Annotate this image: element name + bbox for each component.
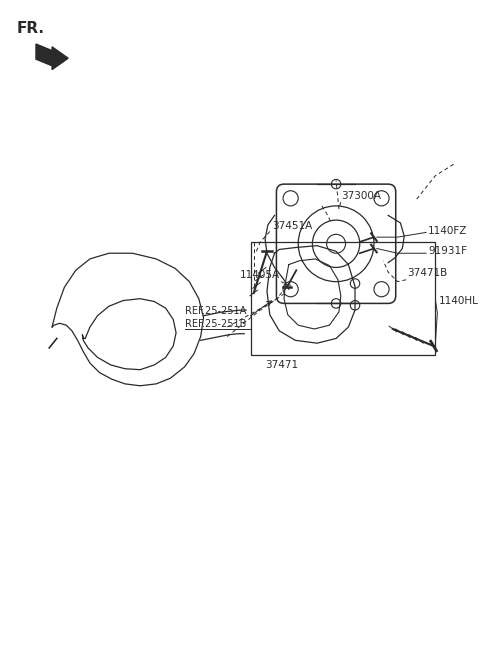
Text: REF.25-251B: REF.25-251B [185,319,246,329]
Text: 11405A: 11405A [240,270,280,280]
Text: 37471B: 37471B [407,268,447,278]
Bar [251,242,435,355]
Text: 37300A: 37300A [341,191,381,201]
Text: 37471: 37471 [265,360,298,370]
Text: REF.25-251A: REF.25-251A [185,306,246,316]
Text: 1140HL: 1140HL [438,296,478,306]
Text: 91931F: 91931F [428,246,467,256]
Text: 1140FZ: 1140FZ [428,225,468,235]
Text: FR.: FR. [17,22,45,36]
Polygon shape [36,44,68,70]
Text: 37451A: 37451A [273,221,313,231]
